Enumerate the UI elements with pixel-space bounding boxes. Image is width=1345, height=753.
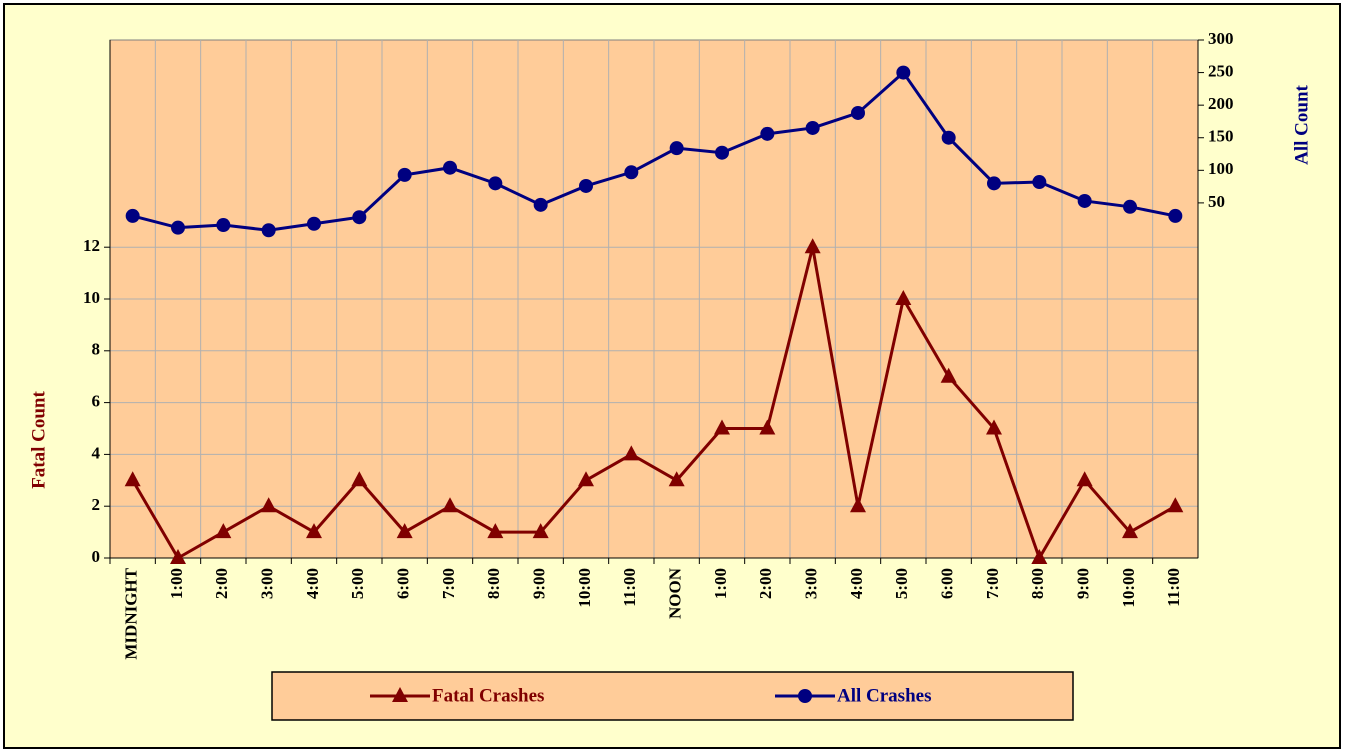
marker (170, 549, 186, 564)
x-tick-label: 10:00 (575, 568, 594, 608)
x-tick-label: 3:00 (258, 568, 277, 599)
marker (1077, 193, 1092, 208)
marker (351, 471, 368, 487)
x-tick-label: 8:00 (1028, 568, 1047, 599)
y2-tick-label: 100 (1208, 159, 1234, 178)
marker (896, 65, 911, 80)
y-tick-label: 4 (92, 443, 101, 462)
marker (804, 238, 821, 254)
x-tick-label: 6:00 (938, 568, 957, 599)
marker (1168, 208, 1183, 223)
marker (759, 419, 776, 435)
marker (532, 523, 549, 539)
marker (1123, 199, 1137, 214)
marker (760, 126, 775, 141)
marker (623, 445, 640, 461)
marker (668, 471, 685, 487)
y2-tick-label: 150 (1208, 127, 1234, 146)
marker (851, 105, 865, 120)
y2-tick-label: 300 (1208, 29, 1234, 48)
marker (261, 223, 276, 238)
marker (443, 160, 457, 175)
x-tick-label: 2:00 (756, 568, 775, 599)
x-tick-label: 1:00 (167, 568, 186, 599)
marker (941, 130, 956, 145)
marker (805, 120, 820, 135)
marker (307, 216, 321, 231)
x-tick-label: 5:00 (348, 568, 367, 599)
marker (578, 471, 594, 487)
marker (260, 497, 277, 513)
marker (488, 176, 503, 191)
y2-axis-title: All Count (1291, 84, 1312, 164)
x-tick-label: 11:00 (1164, 568, 1183, 607)
marker (987, 176, 1001, 191)
marker (798, 689, 812, 703)
marker (171, 220, 185, 235)
marker (1032, 175, 1047, 190)
x-tick-label: 9:00 (530, 568, 549, 599)
y-tick-label: 12 (83, 236, 100, 255)
x-tick-label: 7:00 (983, 568, 1002, 599)
marker (895, 290, 912, 305)
marker (850, 497, 866, 513)
x-tick-label: MIDNIGHT (122, 567, 141, 659)
y2-tick-label: 200 (1208, 94, 1234, 113)
marker (1076, 471, 1093, 487)
y2-tick-label: 50 (1208, 192, 1225, 211)
marker (442, 497, 458, 513)
legend-label: Fatal Crashes (432, 685, 544, 706)
x-tick-label: 9:00 (1074, 568, 1093, 599)
marker (1167, 497, 1184, 513)
x-tick-label: 2:00 (212, 568, 231, 599)
marker (669, 141, 684, 156)
marker (714, 419, 730, 435)
marker (533, 197, 548, 212)
legend-label: All Crashes (837, 685, 931, 706)
y-tick-label: 6 (92, 392, 101, 411)
y-axis-title: Fatal Count (28, 391, 49, 489)
marker (306, 523, 322, 539)
marker (715, 145, 729, 160)
series-line (131, 246, 1177, 562)
x-tick-label: 8:00 (484, 568, 503, 599)
x-tick-label: NOON (666, 567, 685, 619)
x-tick-label: 1:00 (711, 568, 730, 599)
x-tick-label: 10:00 (1119, 568, 1138, 608)
marker (397, 167, 412, 182)
x-tick-label: 3:00 (802, 568, 821, 599)
marker (392, 687, 408, 702)
y2-tick-label: 250 (1208, 61, 1234, 80)
marker (352, 210, 367, 225)
marker (1031, 549, 1048, 564)
y-tick-label: 10 (83, 288, 100, 307)
x-tick-label: 4:00 (847, 568, 866, 599)
marker (487, 523, 504, 539)
x-tick-label: 5:00 (892, 568, 911, 599)
marker (1122, 523, 1138, 539)
y-tick-label: 2 (92, 495, 101, 514)
marker (216, 218, 231, 233)
marker (579, 178, 593, 193)
marker (624, 165, 639, 180)
y-tick-label: 0 (92, 547, 101, 566)
marker (940, 367, 957, 383)
y-tick-label: 8 (92, 340, 101, 359)
marker (125, 208, 140, 223)
x-tick-label: 7:00 (439, 568, 458, 599)
marker (986, 419, 1002, 435)
x-tick-label: 4:00 (303, 568, 322, 599)
marker (215, 523, 232, 539)
marker (124, 471, 141, 487)
x-tick-label: 6:00 (394, 568, 413, 599)
series-line (132, 70, 1176, 232)
x-tick-label: 11:00 (620, 568, 639, 607)
marker (396, 523, 413, 539)
